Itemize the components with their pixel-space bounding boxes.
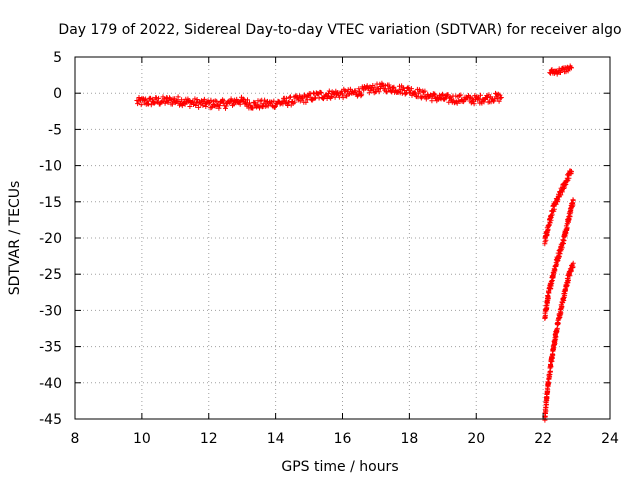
- x-tick-label: 16: [334, 431, 352, 447]
- chart-title: Day 179 of 2022, Sidereal Day-to-day VTE…: [58, 22, 621, 38]
- ticks: 8 10 12 14 16 18 20 22 24 5 0 -5 -10 -15 -20 -25 -30 -35 -…: [39, 50, 619, 447]
- x-tick-label: 20: [467, 431, 485, 447]
- data-series: [542, 260, 576, 423]
- y-tick-label: 0: [53, 86, 62, 102]
- x-tick-label: 8: [71, 431, 80, 447]
- data-series: [134, 80, 504, 111]
- x-tick-label: 10: [133, 431, 151, 447]
- y-tick-label: -5: [48, 122, 62, 138]
- x-tick-label: 18: [400, 431, 418, 447]
- y-tick-label: -30: [39, 303, 62, 319]
- y-tick-label: -40: [39, 376, 62, 392]
- y-tick-label: 5: [53, 50, 62, 66]
- data-series: [542, 197, 576, 321]
- y-tick-label: -35: [39, 340, 62, 356]
- x-axis-label: GPS time / hours: [281, 459, 398, 475]
- grid: [75, 57, 610, 419]
- data-series: [547, 63, 574, 77]
- y-axis-label: SDTVAR / TECUs: [7, 181, 23, 296]
- y-tick-label: -15: [39, 195, 62, 211]
- y-tick-label: -25: [39, 267, 62, 283]
- x-tick-label: 12: [200, 431, 218, 447]
- y-tick-label: -10: [39, 159, 62, 175]
- data-points: [134, 63, 576, 423]
- x-tick-label: 22: [534, 431, 552, 447]
- x-tick-label: 24: [601, 431, 619, 447]
- data-series: [542, 168, 574, 247]
- y-tick-label: -20: [39, 231, 62, 247]
- x-tick-label: 14: [267, 431, 285, 447]
- y-tick-label: -45: [39, 412, 62, 428]
